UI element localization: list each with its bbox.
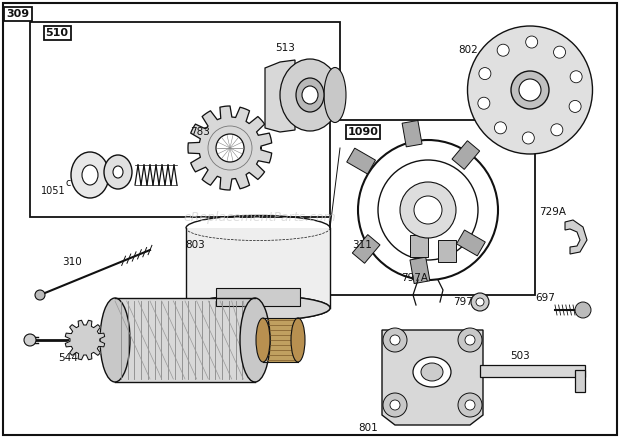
Text: 797A: 797A	[402, 273, 428, 283]
Ellipse shape	[291, 318, 305, 362]
Ellipse shape	[467, 26, 593, 154]
Bar	[347, 148, 376, 174]
Bar	[115, 298, 255, 382]
Text: 801: 801	[358, 423, 378, 433]
Text: 311: 311	[352, 240, 372, 250]
Ellipse shape	[413, 357, 451, 387]
Ellipse shape	[324, 67, 346, 123]
Text: 1090: 1090	[348, 127, 378, 137]
Ellipse shape	[421, 363, 443, 381]
Polygon shape	[188, 106, 272, 190]
Circle shape	[383, 393, 407, 417]
Bar	[410, 257, 430, 283]
Text: 513: 513	[275, 43, 295, 53]
Text: c: c	[65, 178, 71, 188]
Ellipse shape	[82, 165, 98, 185]
Ellipse shape	[104, 155, 132, 189]
Circle shape	[575, 302, 591, 318]
Polygon shape	[565, 220, 587, 254]
Circle shape	[35, 290, 45, 300]
Ellipse shape	[186, 296, 330, 321]
Circle shape	[383, 328, 407, 352]
Ellipse shape	[302, 86, 318, 104]
Text: 544: 544	[58, 353, 78, 363]
Bar	[352, 235, 380, 263]
Bar	[330, 120, 535, 295]
Circle shape	[390, 400, 400, 410]
Bar	[410, 235, 428, 257]
Ellipse shape	[71, 152, 109, 198]
Text: 503: 503	[510, 351, 530, 361]
Text: eReplacementParts.com: eReplacementParts.com	[184, 212, 336, 225]
Circle shape	[471, 293, 489, 311]
Text: 797: 797	[453, 297, 473, 307]
Text: 309: 309	[6, 9, 30, 19]
Ellipse shape	[296, 78, 324, 112]
Polygon shape	[265, 60, 295, 132]
Circle shape	[216, 134, 244, 162]
Ellipse shape	[240, 298, 270, 382]
Polygon shape	[65, 320, 105, 360]
Text: 729A: 729A	[539, 207, 567, 217]
Circle shape	[551, 124, 563, 136]
Circle shape	[24, 334, 36, 346]
Text: 697: 697	[535, 293, 555, 303]
Circle shape	[526, 36, 538, 48]
Polygon shape	[382, 330, 483, 425]
Circle shape	[458, 393, 482, 417]
Circle shape	[465, 400, 475, 410]
Text: 310: 310	[62, 257, 82, 267]
Circle shape	[479, 67, 491, 80]
Circle shape	[458, 328, 482, 352]
Bar	[456, 230, 485, 256]
Bar	[480, 365, 585, 377]
Circle shape	[494, 122, 507, 134]
Circle shape	[569, 100, 581, 113]
Bar	[575, 370, 585, 392]
Circle shape	[554, 46, 565, 58]
Bar	[402, 120, 422, 147]
Circle shape	[478, 97, 490, 109]
Circle shape	[570, 71, 582, 83]
Bar	[438, 240, 456, 262]
Circle shape	[497, 44, 509, 56]
Text: 803: 803	[185, 240, 205, 250]
Circle shape	[465, 335, 475, 345]
Text: 783: 783	[190, 127, 210, 137]
Ellipse shape	[100, 298, 130, 382]
Circle shape	[476, 298, 484, 306]
FancyBboxPatch shape	[186, 228, 330, 308]
Ellipse shape	[256, 318, 270, 362]
Bar	[263, 318, 298, 362]
Circle shape	[414, 196, 442, 224]
Circle shape	[390, 335, 400, 345]
Bar	[452, 141, 480, 170]
Text: 1051: 1051	[41, 186, 65, 196]
Text: 510: 510	[45, 28, 68, 38]
Ellipse shape	[280, 59, 340, 131]
Ellipse shape	[519, 79, 541, 101]
Ellipse shape	[378, 160, 478, 260]
Circle shape	[522, 132, 534, 144]
Bar	[30, 22, 340, 217]
Bar	[216, 288, 300, 306]
Ellipse shape	[511, 71, 549, 109]
Ellipse shape	[113, 166, 123, 178]
Text: 802: 802	[458, 45, 478, 55]
Circle shape	[400, 182, 456, 238]
